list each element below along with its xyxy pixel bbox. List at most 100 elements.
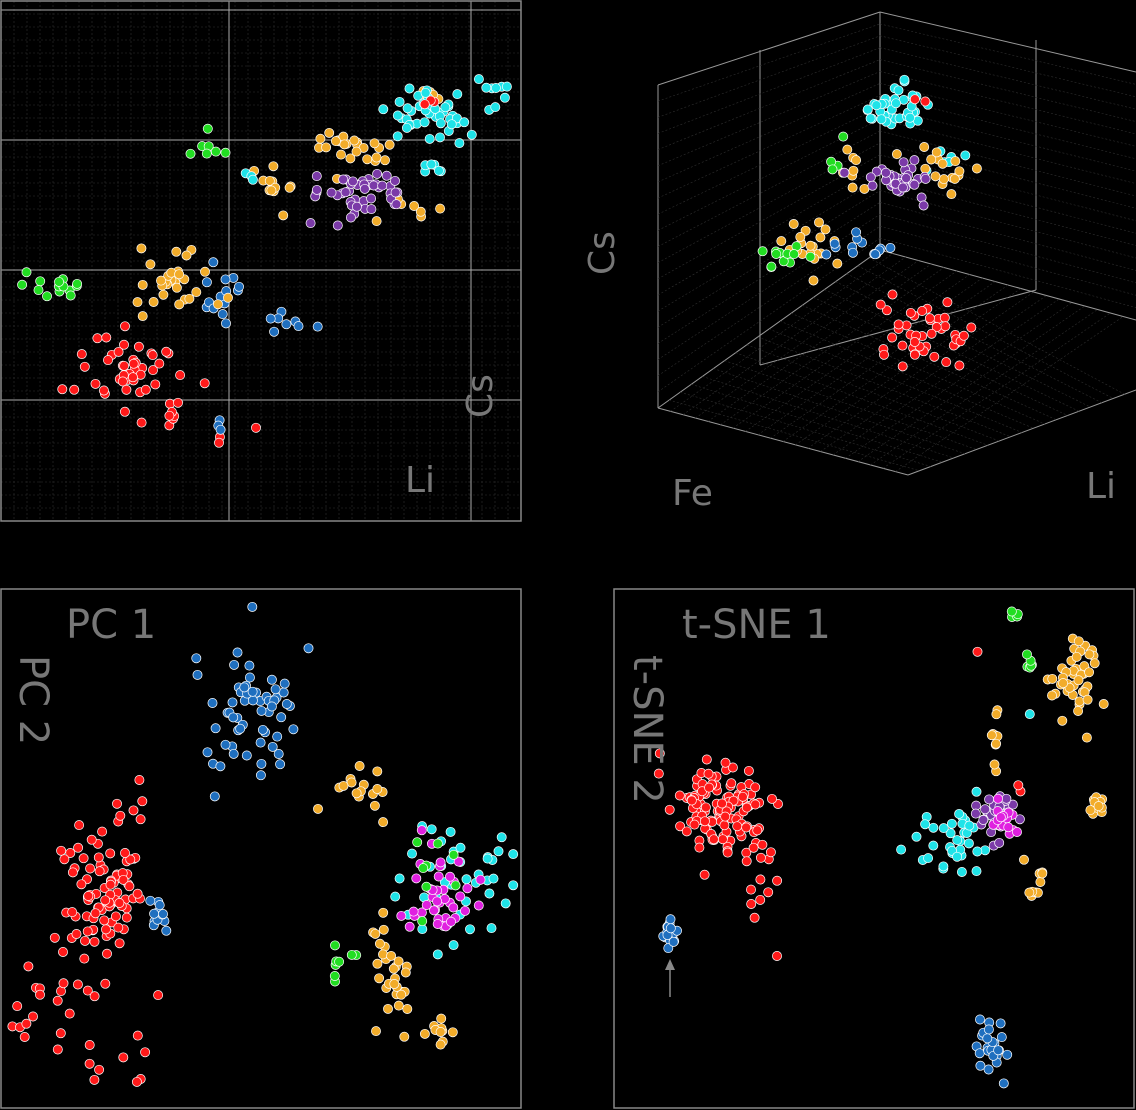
scatter-point-blue bbox=[995, 1018, 1006, 1029]
scatter-point-cyan bbox=[473, 74, 484, 85]
scatter-point-red bbox=[94, 866, 105, 877]
scatter-point-red bbox=[90, 378, 101, 389]
scatter-point-blue bbox=[221, 318, 231, 329]
scatter-point-blue bbox=[244, 672, 255, 683]
grid-line bbox=[657, 83, 881, 183]
panel-2-x-label: Li bbox=[1086, 466, 1116, 507]
scatter-point-blue bbox=[220, 739, 231, 750]
scatter-point-red bbox=[76, 879, 87, 890]
scatter-point-blue bbox=[975, 1014, 985, 1025]
scatter-point-orange bbox=[372, 784, 383, 794]
scatter-point-orange bbox=[832, 258, 843, 269]
panel-3-points bbox=[7, 601, 519, 1087]
scatter-point-purple bbox=[377, 180, 388, 191]
scatter-point-orange bbox=[400, 967, 411, 978]
scatter-point-orange bbox=[313, 803, 323, 814]
scatter-point-blue bbox=[192, 669, 203, 680]
grid-line bbox=[657, 214, 881, 360]
scatter-point-cyan bbox=[954, 808, 965, 819]
panel-bottom-right: t-SNE 1 t-SNE 2 bbox=[613, 588, 1135, 1109]
scatter-point-blue bbox=[208, 257, 219, 268]
scatter-point-blue bbox=[668, 936, 679, 947]
scatter-point-cyan bbox=[896, 844, 907, 855]
scatter-point-red bbox=[748, 842, 759, 853]
scatter-point-magenta bbox=[460, 905, 470, 916]
scatter-point-cyan bbox=[862, 104, 873, 115]
panel-bottom-left: PC 1 PC 2 bbox=[0, 588, 522, 1109]
scatter-point-orange bbox=[393, 1000, 404, 1011]
scatter-point-red bbox=[727, 762, 738, 773]
scatter-point-orange bbox=[1082, 694, 1093, 705]
grid-line bbox=[657, 225, 881, 376]
scatter-point-blue bbox=[272, 731, 283, 742]
scatter-point-orange bbox=[447, 1027, 458, 1038]
scatter-point-red bbox=[752, 825, 763, 836]
scatter-point-red bbox=[28, 1011, 38, 1022]
scatter-point-orange bbox=[383, 1003, 393, 1014]
scatter-point-cyan bbox=[394, 96, 405, 107]
scatter-point-blue bbox=[312, 321, 323, 332]
scatter-point-red bbox=[115, 810, 126, 821]
scatter-point-red bbox=[19, 1032, 30, 1042]
scatter-point-blue bbox=[851, 227, 862, 238]
scatter-point-green bbox=[33, 285, 44, 296]
scatter-point-green bbox=[450, 880, 461, 891]
scatter-point-orange bbox=[200, 266, 210, 277]
scatter-point-blue bbox=[228, 748, 239, 759]
scatter-point-red bbox=[164, 410, 175, 421]
grid-line bbox=[657, 95, 881, 199]
grid-line bbox=[882, 312, 1111, 469]
3d-box-edge bbox=[657, 11, 881, 86]
scatter-point-purple bbox=[311, 171, 322, 182]
scatter-point-blue bbox=[239, 682, 250, 693]
scatter-point-blue bbox=[281, 319, 292, 330]
scatter-point-red bbox=[147, 350, 158, 361]
scatter-point-magenta bbox=[1003, 822, 1014, 833]
scatter-point-cyan bbox=[508, 849, 519, 860]
grid-line bbox=[879, 35, 1136, 98]
scatter-point-red bbox=[65, 848, 76, 858]
scatter-point-blue bbox=[982, 1033, 993, 1044]
scatter-point-blue bbox=[255, 770, 266, 781]
scatter-point-orange bbox=[378, 817, 389, 828]
scatter-point-red bbox=[926, 328, 937, 339]
scatter-point-orange bbox=[1035, 877, 1046, 887]
scatter-point-red bbox=[887, 332, 898, 343]
scatter-point-orange bbox=[946, 189, 957, 200]
scatter-point-red bbox=[924, 313, 935, 324]
scatter-point-red bbox=[59, 854, 70, 865]
scatter-point-cyan bbox=[893, 85, 904, 96]
scatter-point-magenta bbox=[455, 891, 466, 902]
scatter-point-red bbox=[909, 337, 920, 347]
scatter-point-red bbox=[741, 856, 752, 867]
scatter-point-red bbox=[121, 384, 132, 395]
grid-line bbox=[791, 312, 1045, 425]
grid-line bbox=[868, 257, 1125, 395]
scatter-point-cyan bbox=[928, 822, 939, 833]
scatter-point-purple bbox=[311, 184, 322, 195]
scatter-point-orange bbox=[338, 780, 349, 791]
scatter-point-red bbox=[750, 799, 761, 810]
scatter-point-cyan bbox=[454, 138, 465, 149]
scatter-point-red bbox=[767, 793, 777, 804]
scatter-point-orange bbox=[321, 142, 332, 153]
scatter-point-blue bbox=[154, 900, 165, 911]
grid-line bbox=[720, 267, 945, 425]
panel-3-y-label: PC 2 bbox=[10, 655, 56, 745]
scatter-point-red bbox=[897, 340, 908, 351]
scatter-point-red bbox=[83, 891, 94, 901]
scatter-point-red bbox=[909, 94, 920, 105]
grid-line bbox=[657, 190, 881, 328]
scatter-point-cyan bbox=[402, 103, 413, 114]
scatter-point-green bbox=[202, 123, 213, 134]
scatter-point-red bbox=[97, 826, 108, 837]
scatter-point-orange bbox=[158, 289, 169, 300]
scatter-point-red bbox=[161, 346, 172, 357]
scatter-point-green bbox=[412, 837, 423, 848]
scatter-point-cyan bbox=[419, 117, 430, 128]
scatter-point-red bbox=[972, 646, 983, 657]
scatter-point-magenta bbox=[421, 900, 432, 910]
scatter-point-red bbox=[127, 372, 138, 383]
scatter-point-blue bbox=[885, 242, 896, 253]
scatter-point-cyan bbox=[876, 114, 887, 125]
